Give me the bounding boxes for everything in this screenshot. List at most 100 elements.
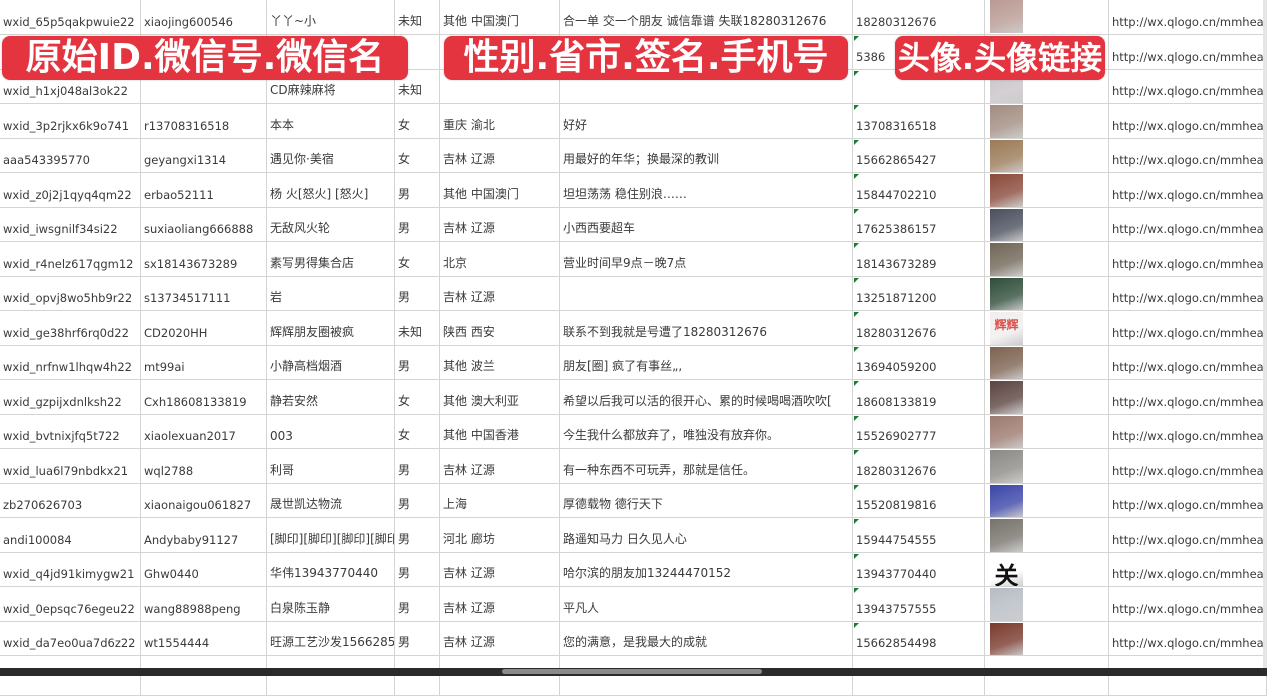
cell-avatar-link[interactable]: http://wx.qlogo.cn/mmhead [1109,380,1267,414]
cell-gender[interactable]: 男 [395,552,440,586]
cell-avatar-link[interactable]: http://wx.qlogo.cn/mmhead [1109,518,1267,552]
cell-phone[interactable]: 18280312676 [853,449,985,483]
cell-wechat-name[interactable]: 本本 [267,104,395,138]
cell-region[interactable]: 吉林 辽源 [440,449,560,483]
cell-phone[interactable]: 13251871200 [853,276,985,310]
cell-avatar[interactable] [985,345,1109,379]
cell-phone[interactable]: 15662865427 [853,138,985,172]
cell-wechat-id[interactable]: r13708316518 [141,104,267,138]
cell-wechat-id[interactable]: suxiaoliang666888 [141,207,267,241]
cell-wechat-id[interactable]: xiaonaigou061827 [141,483,267,517]
cell-gender[interactable]: 未知 [395,311,440,345]
cell-avatar-link[interactable]: http://wx.qlogo.cn/mmhead [1109,242,1267,276]
cell-original-id[interactable]: wxid_r4nelz617qgm12 [0,242,141,276]
cell-phone[interactable]: 13694059200 [853,345,985,379]
cell-avatar-link[interactable]: http://wx.qlogo.cn/mmhead [1109,0,1267,34]
vertical-scrollbar[interactable] [1263,0,1267,668]
cell-wechat-id[interactable] [141,69,267,103]
cell-signature[interactable]: 联系不到我就是号遭了18280312676 [560,311,853,345]
cell-avatar-link[interactable]: http://wx.qlogo.cn/mmhead [1109,311,1267,345]
cell-signature[interactable]: 路遥知马力 日久见人心 [560,518,853,552]
cell-avatar[interactable] [985,173,1109,207]
cell-region[interactable]: 吉林 辽源 [440,621,560,655]
cell-original-id[interactable]: wxid_gzpijxdnlksh22 [0,380,141,414]
cell-region[interactable]: 吉林 辽源 [440,587,560,621]
cell-wechat-id[interactable]: xiaojing600546 [141,0,267,34]
cell-region[interactable]: 重庆 渝北 [440,104,560,138]
cell-original-id[interactable]: zb270626703 [0,483,141,517]
cell-wechat-name[interactable]: 杨 火[怒火] [怒火] [267,173,395,207]
cell-wechat-id[interactable]: wql2788 [141,449,267,483]
cell-region[interactable]: 其他 中国澳门 [440,173,560,207]
cell-region[interactable] [440,69,560,103]
cell-region[interactable]: 其他 中国香港 [440,414,560,448]
cell-signature[interactable] [560,35,853,69]
cell-avatar[interactable] [985,276,1109,310]
cell-signature[interactable]: 平凡人 [560,587,853,621]
cell-avatar[interactable] [985,242,1109,276]
cell-phone[interactable]: 15526902777 [853,414,985,448]
cell-wechat-name[interactable]: CD麻辣麻将 [267,69,395,103]
cell-phone[interactable]: 18143673289 [853,242,985,276]
cell-region[interactable]: 上海 [440,483,560,517]
cell-phone[interactable]: 17625386157 [853,207,985,241]
cell-original-id[interactable]: wxid_lua6l79nbdkx21 [0,449,141,483]
cell-phone[interactable]: 15844702210 [853,173,985,207]
cell-region[interactable]: 北京 [440,242,560,276]
cell-wechat-name[interactable]: 003 [267,414,395,448]
cell-avatar-link[interactable]: http://wx.qlogo.cn/mmhead [1109,35,1267,69]
cell-wechat-name[interactable]: 岩 [267,276,395,310]
cell-original-id[interactable]: wxid_0epsqc76egeu22 [0,587,141,621]
cell-gender[interactable]: 男 [395,345,440,379]
cell-region[interactable]: 吉林 辽源 [440,138,560,172]
cell-signature[interactable]: 希望以后我可以活的很开心、累的时候喝喝酒吹吹[ [560,380,853,414]
cell-gender[interactable]: 男 [395,449,440,483]
cell-gender[interactable]: 男 [395,173,440,207]
cell-gender[interactable]: 未知 [395,0,440,34]
cell-phone[interactable]: 13943770440 [853,552,985,586]
cell-signature[interactable]: 合一单 交一个朋友 诚信靠谱 失联18280312676 [560,0,853,34]
cell-wechat-id[interactable]: Andybaby91127 [141,518,267,552]
cell-gender[interactable]: 男 [395,621,440,655]
cell-avatar[interactable] [985,621,1109,655]
cell-wechat-id[interactable]: s13734517111 [141,276,267,310]
cell-original-id[interactable]: wxid_3p2rjkx6k9o741 [0,104,141,138]
cell-original-id[interactable]: wxid_ge38hrf6rq0d22 [0,311,141,345]
cell-avatar-link[interactable]: http://wx.qlogo.cn/mmhead [1109,104,1267,138]
cell-avatar[interactable]: 关 [985,552,1109,586]
cell-region[interactable]: 其他 澳大利亚 [440,380,560,414]
cell-region[interactable]: 陕西 西安 [440,311,560,345]
cell-signature[interactable]: 哈尔滨的朋友加13244470152 [560,552,853,586]
cell-gender[interactable]: 女 [395,138,440,172]
cell-signature[interactable]: 有一种东西不可玩弄，那就是信任。 [560,449,853,483]
cell-wechat-id[interactable]: Ghw0440 [141,552,267,586]
cell-wechat-name[interactable]: 旺源工艺沙发15662854 [267,621,395,655]
cell-avatar-link[interactable]: http://wx.qlogo.cn/mmhead [1109,552,1267,586]
cell-phone[interactable]: 15944754555 [853,518,985,552]
cell-avatar[interactable] [985,587,1109,621]
cell-signature[interactable]: 坦坦荡荡 稳住别浪…… [560,173,853,207]
cell-wechat-id[interactable]: wt1554444 [141,621,267,655]
cell-gender[interactable]: 女 [395,104,440,138]
cell-avatar-link[interactable]: http://wx.qlogo.cn/mmhead [1109,138,1267,172]
cell-gender[interactable]: 男 [395,483,440,517]
cell-phone[interactable]: 18280312676 [853,311,985,345]
cell-avatar[interactable] [985,138,1109,172]
cell-region[interactable]: 其他 波兰 [440,345,560,379]
cell-region[interactable]: 其他 中国澳门 [440,0,560,34]
cell-wechat-name[interactable]: 丫丫~小 [267,0,395,34]
cell-avatar-link[interactable]: http://wx.qlogo.cn/mmhead [1109,173,1267,207]
cell-original-id[interactable]: wxid_da7eo0ua7d6z22 [0,621,141,655]
cell-avatar[interactable] [985,449,1109,483]
cell-original-id[interactable]: wxid_h1xj048al3ok22 [0,69,141,103]
scrollbar-thumb[interactable] [502,669,762,674]
cell-signature[interactable]: 用最好的年华；换最深的教训 [560,138,853,172]
cell-wechat-id[interactable]: Cxh18608133819 [141,380,267,414]
cell-phone[interactable]: 15520819816 [853,483,985,517]
cell-wechat-id[interactable]: sx18143673289 [141,242,267,276]
cell-original-id[interactable]: wxid_65p5qakpwuie22 [0,0,141,34]
cell-gender[interactable]: 女 [395,380,440,414]
cell-avatar[interactable] [985,207,1109,241]
cell-original-id[interactable]: wxid_nrfnw1lhqw4h22 [0,345,141,379]
cell-phone[interactable]: 18280312676 [853,0,985,34]
